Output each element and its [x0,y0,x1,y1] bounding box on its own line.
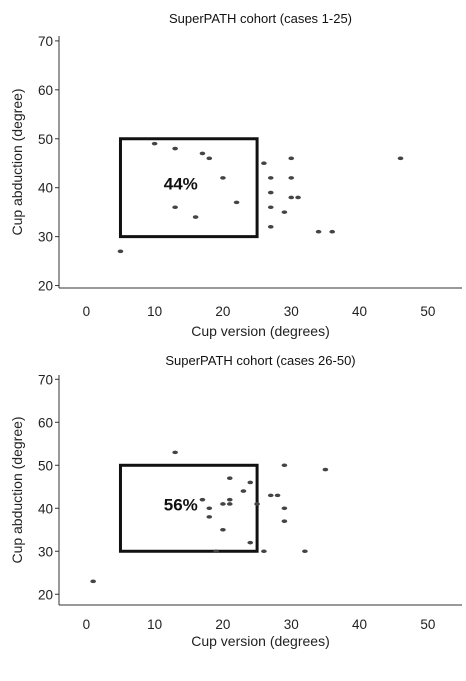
chart-2-y-tick-label: 50 [38,458,53,473]
chart-2-data-point [322,467,329,472]
chart-1-data-point [267,205,274,210]
chart-2-x-axis-label: Cup version (degrees) [191,633,330,649]
chart-2-data-point [220,527,226,532]
chart-1-data-point [233,200,240,205]
scatter-chart-cases-26-50: SuperPATH cohort (cases 26-50) 20 30 40 50 60… [9,353,462,649]
chart-2-y-tick-label: 60 [38,415,53,430]
chart-1-x-axis-label: Cup version (degrees) [191,323,330,339]
chart-2-x-tick-label: 10 [147,617,162,632]
chart-1-data-point [261,161,267,166]
chart-2-data-point [220,502,226,506]
chart-1-data-point [172,205,178,210]
chart-1-data-point [288,195,295,200]
chart-2-target-zone-box [118,463,259,553]
chart-1-data-point [172,146,178,151]
chart-1-data-point [267,190,274,195]
chart-1-data-point [397,156,404,161]
chart-2-target-zone-percent: 56% [164,495,198,514]
chart-2-data-point [247,540,254,545]
chart-1-data-point [295,195,301,200]
chart-1-y-tick-label: 40 [38,181,53,196]
chart-2-data-point [274,493,281,498]
chart-2-data-point [302,549,308,554]
chart-2-data-point [206,515,213,519]
chart-1-y-tick-label: 60 [38,83,53,98]
chart-2-x-tick-label: 30 [284,617,299,632]
chart-2-x-tick-label: 50 [420,617,435,632]
chart-2-x-tick-label: 0 [83,617,91,632]
chart-2-title: SuperPATH cohort (cases 26-50) [165,353,355,368]
chart-1-y-tick-label: 50 [38,132,53,147]
chart-1-y-tick-label: 70 [38,34,53,49]
chart-2-data-point [254,502,260,506]
chart-1-data-point [117,249,124,254]
chart-2-y-tick-label: 30 [38,544,53,559]
chart-1-data-point [206,156,213,161]
chart-1-target-zone-percent: 44% [164,175,198,194]
chart-1-data-point [315,229,322,234]
chart-2-data-point [240,489,247,493]
chart-2-y-tick-label: 40 [38,501,53,516]
chart-1-data-point [267,176,274,180]
chart-1-data-point [288,156,295,161]
chart-2-x-tick-label: 20 [215,617,230,632]
chart-2-data-point [261,549,267,554]
chart-2-data-point [172,450,178,455]
chart-2-data-point [247,480,254,485]
chart-1-x-tick-label: 50 [420,304,435,319]
chart-1-title: SuperPATH cohort (cases 1-25) [169,11,352,26]
chart-2-data-point [206,506,213,511]
chart-1-y-tick-label: 20 [38,279,53,294]
chart-2-y-tick-label: 20 [38,587,53,602]
chart-1-x-tick-label: 20 [215,304,230,319]
chart-1-target-zone-box [118,137,259,239]
scatter-chart-cases-1-25: SuperPATH cohort (cases 1-25) 20 30 40 50 60 7… [9,11,462,339]
chart-2-x-tick-label: 40 [352,617,367,632]
chart-1-data-point [329,229,336,234]
chart-1-data-point [192,215,199,219]
chart-1-data-point [151,141,158,146]
chart-1-data-point [267,225,274,229]
chart-2-data-point [199,497,206,502]
chart-2-data-point [267,493,274,498]
chart-1-x-tick-label: 10 [147,304,162,319]
chart-2-data-point [226,476,233,480]
chart-2-data-point [281,519,288,523]
chart-2-data-point [281,463,288,468]
chart-1-data-point [281,210,288,214]
chart-2-data-point [90,579,96,584]
chart-2-data-point [226,497,233,502]
chart-2-y-tick-label: 70 [38,372,53,387]
chart-1-x-tick-label: 30 [284,304,299,319]
chart-1-x-tick-label: 0 [83,304,91,319]
chart-1-data-point [288,176,295,180]
chart-1-data-point [220,176,226,180]
chart-1-data-point [199,151,206,156]
chart-1-y-axis-label: Cup abduction (degree) [9,88,25,235]
chart-1-y-tick-label: 30 [38,230,53,245]
chart-2-data-point [226,502,233,506]
chart-1-x-tick-label: 40 [352,304,367,319]
chart-2-data-point [213,549,219,554]
chart-2-data-point [281,506,288,511]
chart-2-y-axis-label: Cup abduction (degree) [9,416,25,563]
